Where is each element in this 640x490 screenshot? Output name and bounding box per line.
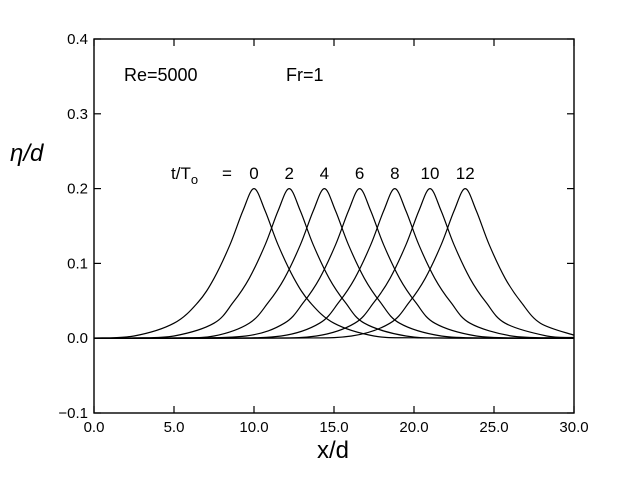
plot-frame [93, 38, 575, 414]
y-tick-labels: −0.1 0.0 0.1 0.2 0.3 0.4 [58, 31, 88, 422]
series-label-t4: 4 [320, 164, 329, 183]
x-axis-title: x/d [317, 437, 349, 464]
x-tick-label: 0.0 [84, 419, 105, 436]
y-axis-title: η/d [10, 140, 44, 167]
series-label-t10: 10 [421, 164, 440, 183]
x-tick-labels: 0.0 5.0 10.0 15.0 20.0 25.0 30.0 [84, 419, 589, 436]
time-label-t: t/T [171, 164, 191, 183]
series-label-t2: 2 [284, 164, 293, 183]
y-tick-label: 0.1 [67, 255, 88, 272]
reynolds-annotation: Re=5000 [124, 65, 198, 85]
y-tick-label: 0.0 [67, 330, 88, 347]
series-label-t0: 0 [249, 164, 258, 183]
series-label-t8: 8 [390, 164, 399, 183]
series-labels: 0 2 4 6 8 10 12 [249, 164, 474, 183]
axis-ticks [93, 38, 575, 414]
series-line-t4 [93, 187, 575, 339]
x-tick-label: 30.0 [559, 419, 588, 436]
time-label-prefix: t/To [171, 164, 198, 187]
series-curves [93, 187, 575, 339]
y-tick-label: 0.2 [67, 181, 88, 198]
series-line-t6 [93, 187, 575, 339]
series-label-t6: 6 [355, 164, 364, 183]
y-tick-label: 0.3 [67, 106, 88, 123]
series-line-t8 [93, 187, 575, 339]
x-tick-label: 20.0 [399, 419, 428, 436]
series-label-t12: 12 [456, 164, 475, 183]
y-tick-label: −0.1 [58, 405, 88, 422]
series-line-t2 [93, 187, 575, 339]
y-tick-label: 0.4 [67, 31, 88, 48]
time-label-equals: = [222, 164, 232, 183]
series-line-t10 [93, 187, 575, 339]
time-label-subscript: o [191, 172, 198, 187]
x-tick-label: 15.0 [319, 419, 348, 436]
x-tick-label: 25.0 [479, 419, 508, 436]
series-line-t12 [93, 187, 575, 339]
froude-annotation: Fr=1 [286, 65, 324, 85]
x-tick-label: 10.0 [239, 419, 268, 436]
series-line-t0 [93, 187, 575, 339]
x-tick-label: 5.0 [164, 419, 185, 436]
